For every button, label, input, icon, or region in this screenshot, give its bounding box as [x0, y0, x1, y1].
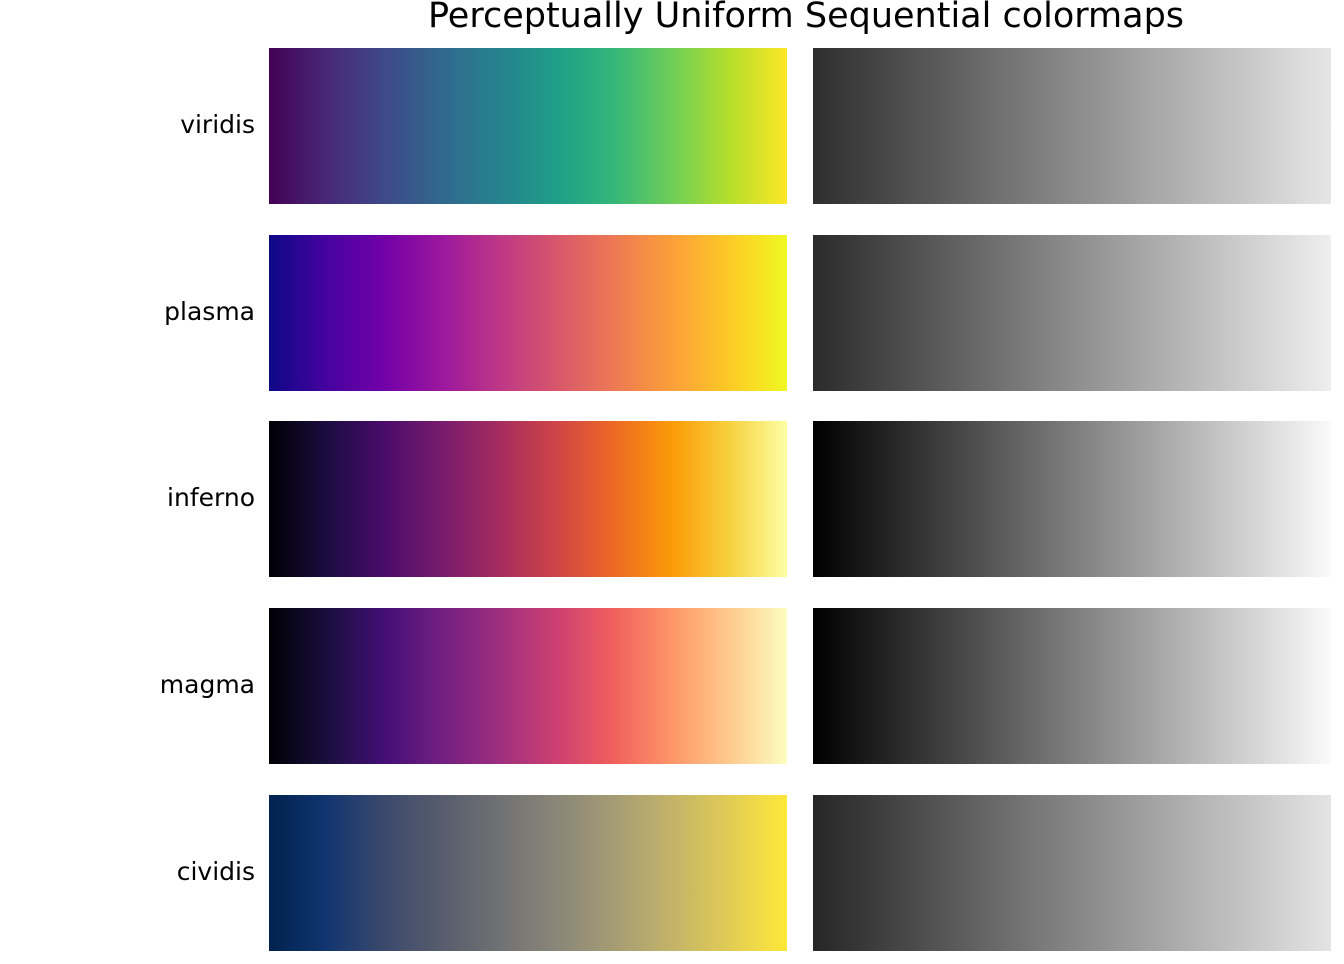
colormap-label: magma [160, 670, 255, 699]
colormap-bar [269, 608, 787, 764]
colormap-label: plasma [164, 297, 255, 326]
grayscale-bar [813, 235, 1331, 391]
colormap-bar [269, 235, 787, 391]
grayscale-bar [813, 48, 1331, 204]
colormap-bar [269, 795, 787, 951]
colormap-bar [269, 421, 787, 577]
colormap-label: cividis [177, 857, 255, 886]
figure-title: Perceptually Uniform Sequential colormap… [428, 0, 1184, 36]
colormap-label: inferno [167, 483, 255, 512]
colormap-label: viridis [180, 110, 255, 139]
grayscale-bar [813, 421, 1331, 577]
grayscale-bar [813, 608, 1331, 764]
colormap-bar [269, 48, 787, 204]
grayscale-bar [813, 795, 1331, 951]
